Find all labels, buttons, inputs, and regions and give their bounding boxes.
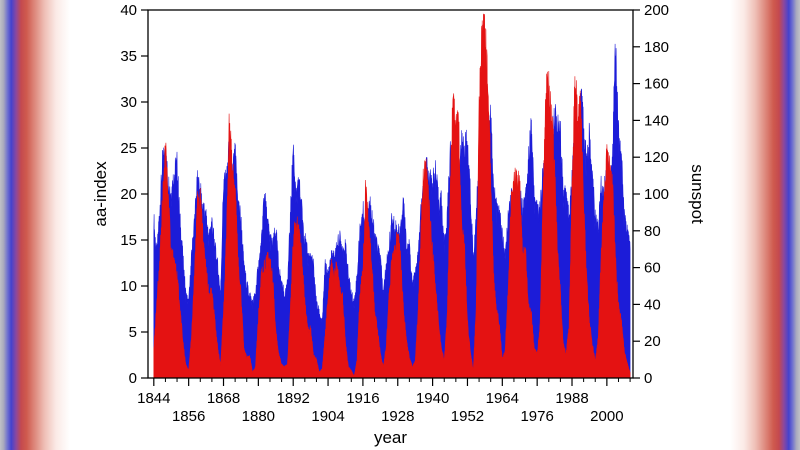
left-axis-title: aa-index xyxy=(91,161,110,227)
right-axis-title: sunspot xyxy=(688,164,707,224)
right-tick-label: 160 xyxy=(644,76,669,93)
left-tick-label: 30 xyxy=(120,94,137,111)
series-areas xyxy=(153,13,631,379)
x-tick-label: 1856 xyxy=(172,408,205,425)
right-tick-label: 180 xyxy=(644,39,669,56)
right-tick-label: 80 xyxy=(644,223,661,240)
x-axis-title: year xyxy=(374,428,407,447)
x-tick-label: 1880 xyxy=(242,408,275,425)
right-tick-label: 100 xyxy=(644,186,669,203)
axes: 1844185618681880189219041916192819401952… xyxy=(91,2,707,447)
left-tick-label: 10 xyxy=(120,278,137,295)
right-tick-label: 60 xyxy=(644,260,661,277)
right-tick-label: 0 xyxy=(644,370,652,387)
sunspot-area xyxy=(153,13,631,379)
right-tick-label: 20 xyxy=(644,333,661,350)
left-tick-label: 25 xyxy=(120,140,137,157)
left-tick-label: 15 xyxy=(120,232,137,249)
x-tick-label: 1844 xyxy=(137,390,170,407)
x-tick-label: 1868 xyxy=(207,390,240,407)
x-tick-label: 1976 xyxy=(520,408,553,425)
right-tick-label: 200 xyxy=(644,2,669,19)
left-tick-label: 35 xyxy=(120,48,137,65)
x-tick-label: 1952 xyxy=(451,408,484,425)
right-tick-label: 120 xyxy=(644,149,669,166)
left-tick-label: 20 xyxy=(120,186,137,203)
x-tick-label: 1892 xyxy=(277,390,310,407)
x-tick-label: 1940 xyxy=(416,390,449,407)
x-tick-label: 1928 xyxy=(381,408,414,425)
x-tick-label: 1988 xyxy=(555,390,588,407)
x-tick-label: 2000 xyxy=(590,408,623,425)
right-tick-label: 40 xyxy=(644,296,661,313)
x-tick-label: 1964 xyxy=(486,390,519,407)
left-tick-label: 40 xyxy=(120,2,137,19)
x-tick-label: 1916 xyxy=(346,390,379,407)
right-tick-label: 140 xyxy=(644,112,669,129)
x-tick-label: 1904 xyxy=(311,408,344,425)
left-tick-label: 0 xyxy=(129,370,137,387)
left-tick-label: 5 xyxy=(129,324,137,341)
